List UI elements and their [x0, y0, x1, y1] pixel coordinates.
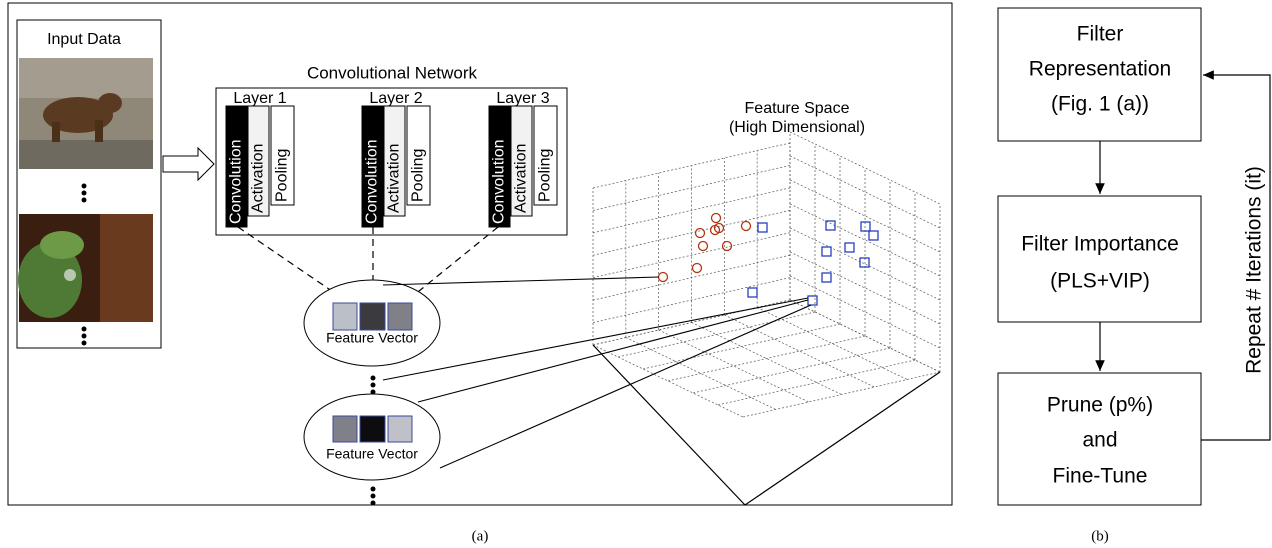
block-label: Activation [250, 144, 267, 213]
grid-line [642, 323, 841, 370]
block-label: Convolution [228, 140, 245, 225]
input-title: Input Data [47, 31, 121, 48]
layer-block [488, 105, 511, 228]
feature-vector-label: Feature Vector [326, 330, 418, 346]
class-b-points [747, 220, 879, 306]
ellipsis-dots [370, 486, 376, 506]
grid-line [742, 371, 941, 418]
caption: (b) [1091, 528, 1109, 544]
block-label: Activation [513, 144, 530, 213]
grid-line [617, 311, 816, 358]
flow-arrows [1095, 70, 1271, 441]
feature-vector-cells [332, 302, 413, 331]
class-a-points [657, 212, 752, 283]
block-label: Pooling [274, 149, 291, 202]
panel-a-frame [7, 2, 953, 506]
bear-image [19, 58, 153, 169]
step-boxes [997, 7, 1202, 506]
grid-line [592, 232, 791, 279]
input-box [16, 19, 162, 349]
grid-line [724, 314, 875, 388]
cube-edge [592, 344, 941, 506]
step-text: Filter [1077, 23, 1124, 46]
layer-block [510, 105, 533, 217]
layer-block [406, 105, 431, 206]
grid-line [592, 344, 744, 418]
grid-line [592, 142, 791, 189]
grid-line [592, 254, 791, 301]
grid-line [592, 165, 791, 211]
step-text: Prune (p%) [1047, 394, 1153, 417]
feature-vector-label: Feature Vector [326, 446, 418, 462]
step-text: Representation [1029, 58, 1171, 81]
ellipsis-dots [370, 375, 376, 395]
block-label: Convolution [364, 140, 381, 225]
grid-line [789, 131, 941, 205]
block-label: Activation [386, 144, 403, 213]
grid-line [592, 209, 791, 256]
layer-block [247, 105, 270, 217]
grid-line [658, 329, 809, 403]
ellipsis-dots [81, 326, 87, 346]
grid-line [667, 335, 866, 382]
iguana-image [18, 214, 153, 322]
network-title: Convolutional Network [307, 63, 478, 82]
layer-block [225, 105, 248, 228]
layer-block [270, 105, 295, 206]
feature-space-grid [592, 131, 941, 506]
grid-line [717, 359, 916, 406]
projection-lines [382, 276, 812, 469]
step-text: Filter Importance [1021, 233, 1179, 256]
step-text: (Fig. 1 (a)) [1051, 93, 1149, 116]
feature-space-title: Feature Space [745, 100, 850, 117]
grid-line [592, 277, 791, 323]
feature-vector-cells [332, 415, 413, 443]
step-text: Fine-Tune [1053, 465, 1148, 488]
ellipsis-dots [81, 183, 87, 203]
grid-line [592, 187, 791, 234]
loop-label: Repeat # Iterations (it) [1243, 166, 1266, 374]
step-text: (PLS+VIP) [1050, 270, 1150, 293]
layer-label: Layer 2 [369, 90, 422, 107]
caption: (a) [472, 528, 489, 544]
feature-space-subtitle: (High Dimensional) [729, 119, 865, 136]
layer-label: Layer 1 [233, 90, 286, 107]
grid-line [692, 347, 891, 394]
input-arrow [162, 146, 215, 182]
layer-label: Layer 3 [496, 90, 549, 107]
layer-block [533, 105, 558, 206]
block-label: Pooling [410, 149, 427, 202]
step-text: and [1082, 429, 1117, 452]
block-label: Convolution [491, 140, 508, 225]
layer-block [383, 105, 406, 217]
block-label: Pooling [537, 149, 554, 202]
